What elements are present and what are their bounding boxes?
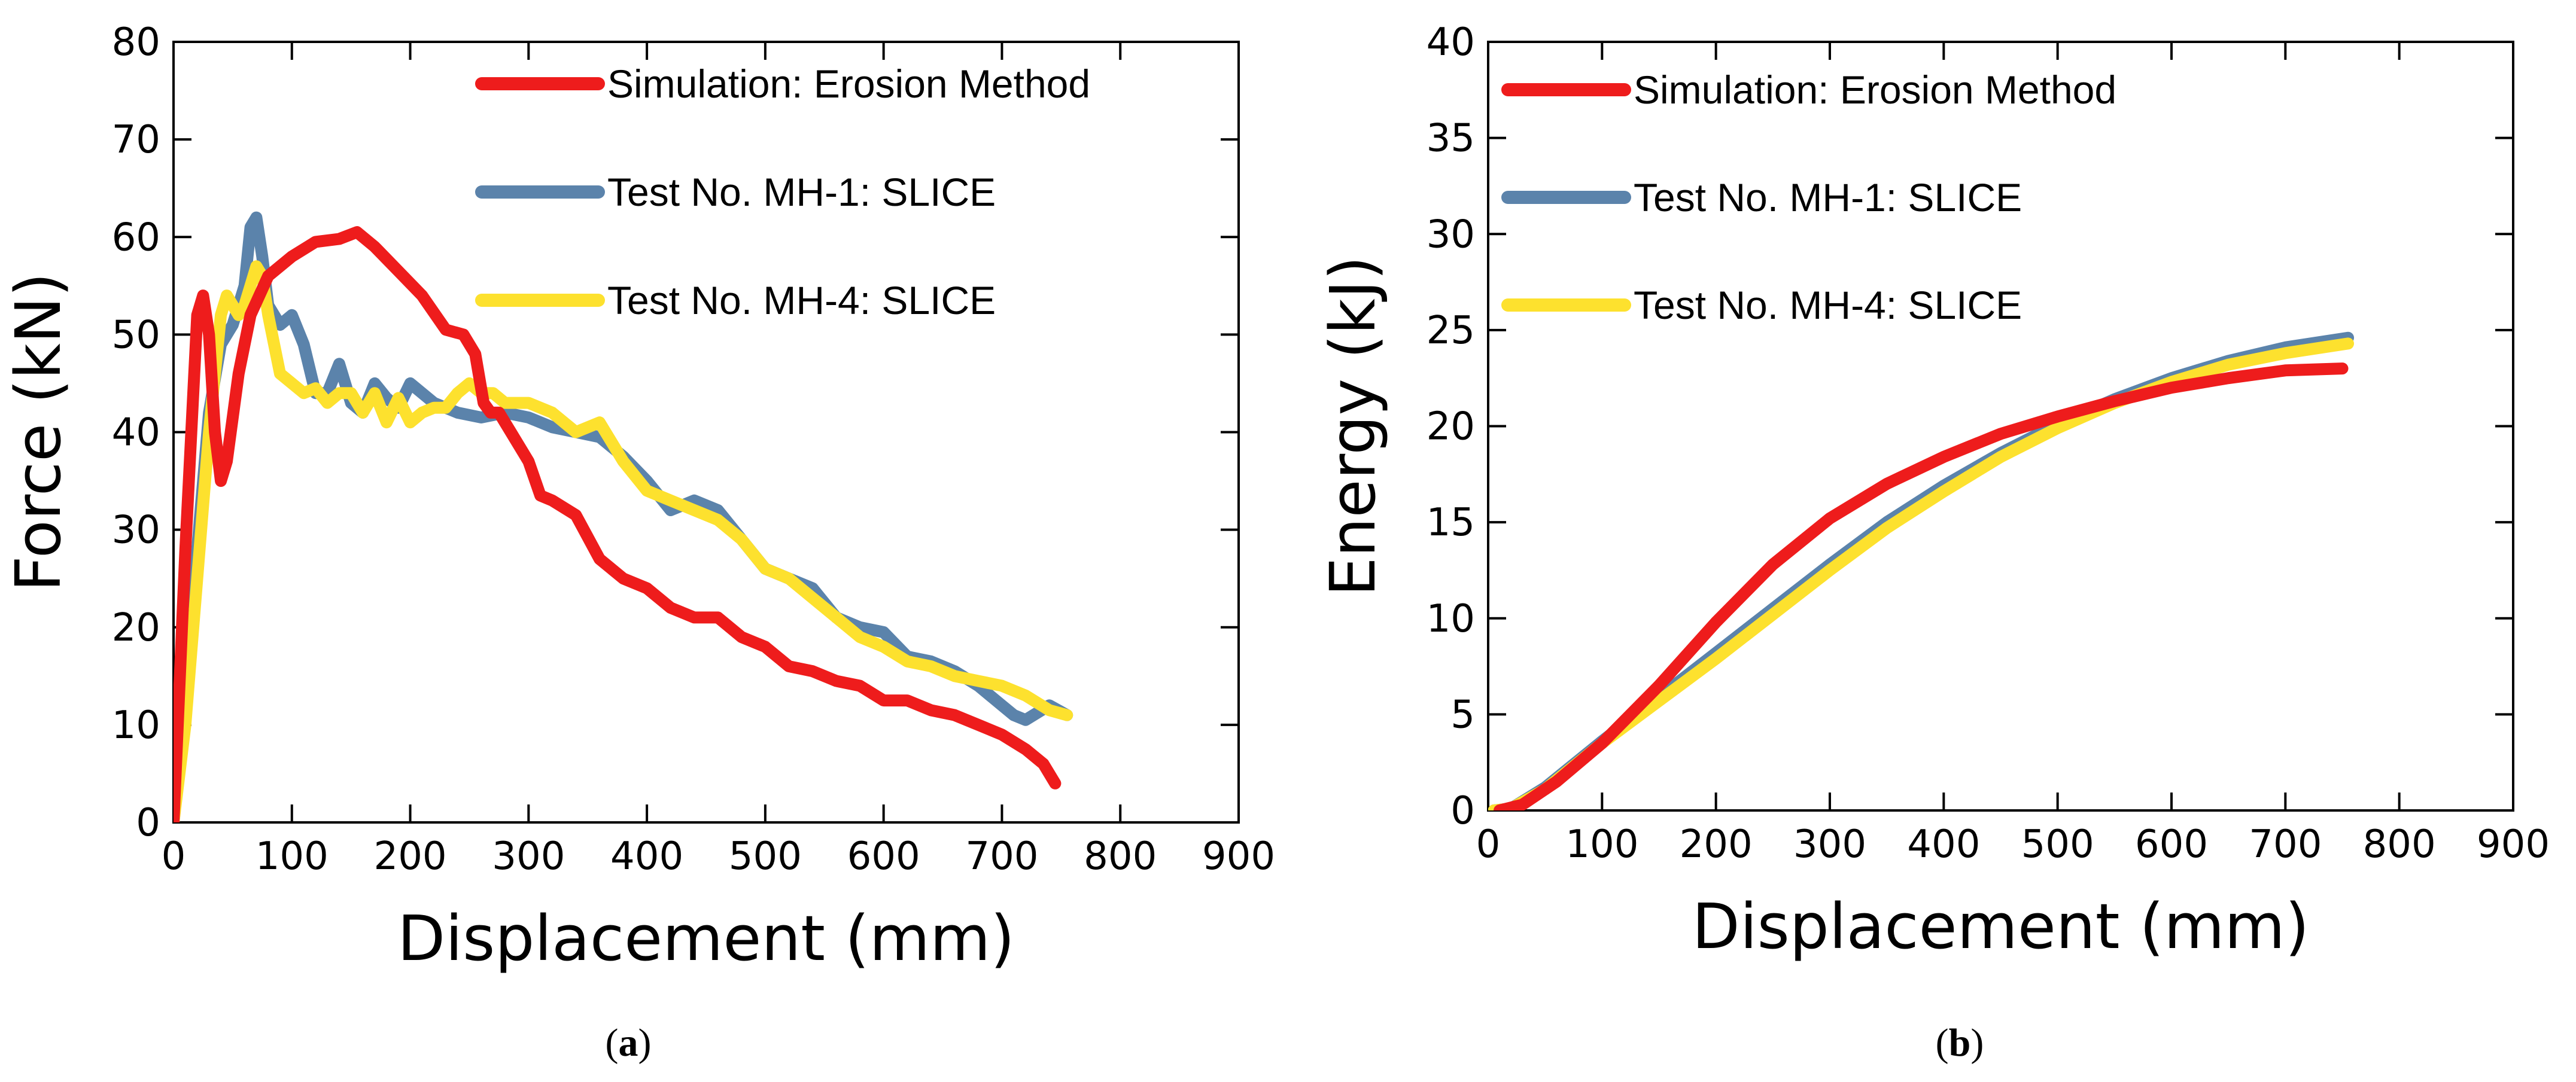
y-tick-label: 40 — [112, 411, 160, 455]
y-tick-label: 50 — [112, 313, 160, 357]
panel-caption: (b) — [1936, 1021, 1984, 1065]
y-tick-label: 70 — [112, 118, 160, 162]
x-tick-label: 100 — [256, 834, 329, 879]
panel-caption: (a) — [606, 1021, 652, 1065]
y-tick-label: 25 — [1427, 309, 1475, 353]
y-tick-label: 10 — [112, 703, 160, 748]
legend-label: Test No. MH-4: SLICE — [607, 278, 996, 322]
y-axis-title: Force (kN) — [2, 273, 75, 592]
caption-open: ( — [606, 1021, 619, 1065]
y-tick-label: 15 — [1427, 501, 1475, 545]
caption-letter: b — [1949, 1021, 1971, 1065]
y-axis-title: Energy (kJ) — [1316, 256, 1389, 596]
chart-panel-a: 0 100 200 300 400 500 600 700 800 900 0 10 20 30 40 50 6… — [2, 20, 1275, 1065]
y-tick-label: 35 — [1427, 117, 1475, 161]
legend: Simulation: Erosion Method Test No. MH-1:… — [475, 62, 1090, 322]
series-line-3 — [1488, 337, 2354, 810]
x-tick-label: 700 — [965, 834, 1038, 879]
y-tick-label: 60 — [112, 215, 160, 260]
y-tick-label: 30 — [1427, 212, 1475, 257]
legend-label: Test No. MH-1: SLICE — [607, 170, 996, 214]
legend-label: Test No. MH-1: SLICE — [1634, 175, 2022, 220]
y-tick-label: 30 — [112, 508, 160, 553]
y-tick-label: 40 — [1427, 20, 1475, 65]
x-tick-label: 0 — [162, 834, 186, 879]
x-axis-title: Displacement (mm) — [1692, 890, 2310, 963]
series-line-1 — [1494, 362, 2349, 810]
series-line-1 — [174, 226, 1062, 822]
x-axis-title: Displacement (mm) — [397, 902, 1015, 975]
caption-close: ) — [638, 1021, 652, 1065]
x-tick-label: 800 — [2363, 822, 2436, 867]
x-tick-label: 300 — [1793, 822, 1866, 867]
legend-label: Simulation: Erosion Method — [1634, 68, 2116, 112]
x-tick-label: 900 — [2477, 822, 2550, 867]
y-tick-label: 80 — [112, 20, 160, 65]
x-tick-label: 600 — [2135, 822, 2208, 867]
y-tick-label: 5 — [1450, 693, 1475, 737]
legend: Simulation: Erosion Method Test No. MH-1:… — [1501, 68, 2116, 327]
y-tick-label: 10 — [1427, 597, 1475, 641]
x-tick-label: 200 — [1680, 822, 1753, 867]
legend-label: Test No. MH-4: SLICE — [1634, 283, 2022, 327]
y-tick-label: 0 — [1450, 789, 1475, 833]
series-line-2 — [1488, 331, 2354, 810]
x-tick-label: 900 — [1202, 834, 1275, 879]
x-tick-label: 0 — [1476, 822, 1501, 867]
caption-close: ) — [1970, 1021, 1984, 1065]
x-tick-label: 500 — [729, 834, 802, 879]
legend-label: Simulation: Erosion Method — [607, 62, 1090, 106]
series-line-3 — [174, 260, 1073, 822]
chart-panel-b: 0 100 200 300 400 500 600 700 800 900 0 5 10 15 20 25 30… — [1316, 20, 2550, 1065]
x-tick-label: 600 — [847, 834, 920, 879]
x-tick-label: 800 — [1084, 834, 1157, 879]
x-tick-label: 200 — [373, 834, 446, 879]
caption-letter: a — [619, 1021, 638, 1065]
x-tick-label: 500 — [2021, 822, 2094, 867]
x-tick-label: 100 — [1565, 822, 1638, 867]
x-tick-label: 700 — [2249, 822, 2322, 867]
x-tick-label: 400 — [1907, 822, 1980, 867]
y-tick-label: 0 — [136, 801, 160, 845]
caption-open: ( — [1936, 1021, 1949, 1065]
x-tick-label: 300 — [492, 834, 565, 879]
x-tick-label: 400 — [610, 834, 683, 879]
y-tick-label: 20 — [1427, 405, 1475, 449]
plot-frame — [172, 41, 1240, 824]
y-tick-label: 20 — [112, 606, 160, 650]
